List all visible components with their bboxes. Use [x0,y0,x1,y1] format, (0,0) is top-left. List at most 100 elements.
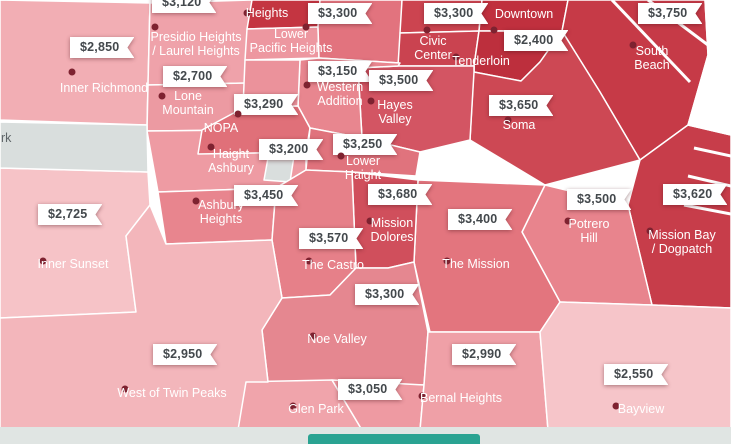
noe-valley-price-flag[interactable]: $3,300 [355,284,419,305]
teal-bar [308,434,480,444]
pacific-heights-label: Heights [245,6,289,20]
inner-richmond-price-flag[interactable]: $2,850 [70,37,134,58]
nopa-price: $3,290 [234,94,298,115]
inner-richmond-marker-dot [68,68,76,76]
inner-sunset-price: $2,725 [38,204,102,225]
west-of-twin-peaks-marker-dot [121,385,129,393]
mission-bay-dogpatch-price: $3,620 [663,184,727,205]
lower-haight-price: $3,250 [333,134,397,155]
bernal-heights-label: Bernal Heights [420,391,502,405]
inner-sunset-price-flag[interactable]: $2,725 [38,204,102,225]
bernal-heights-marker-dot [418,392,426,400]
bayview-price-flag[interactable]: $2,550 [604,364,668,385]
presidio-heights-laurel-heights-price: $3,120 [152,0,216,13]
lower-haight-marker-dot [337,152,345,160]
presidio-heights-laurel-heights-marker-dot [151,23,159,31]
noe-valley-price: $3,300 [355,284,419,305]
bernal-heights-price-flag[interactable]: $2,990 [452,344,516,365]
civic-center-label: Civic Center [414,34,452,62]
lone-mountain-label: Lone Mountain [162,89,214,117]
glen-park-price: $3,050 [338,379,402,400]
south-beach-marker-dot [629,41,637,49]
civic-center-price-flag[interactable]: $3,300 [424,3,488,24]
glen-park-marker-dot [289,402,297,410]
region-soma[interactable] [469,30,641,186]
lower-haight-label: Lower Haight [344,154,382,182]
west-of-twin-peaks-price-flag[interactable]: $2,950 [153,344,217,365]
tenderloin-marker-dot [452,53,460,61]
bayview-marker-dot [612,402,620,410]
potrero-hill-price-flag[interactable]: $3,500 [567,189,631,210]
mission-bay-dogpatch-label: Mission Bay / Dogpatch [648,228,716,256]
pier-water-line-2 [693,146,731,158]
bayview-label: Bayview [617,402,665,416]
tenderloin-label: Tenderloin [452,54,510,68]
inner-richmond-price: $2,850 [70,37,134,58]
soma-price-flag[interactable]: $3,650 [489,95,553,116]
western-addition-marker-dot [303,81,311,89]
ashbury-heights-marker-dot [192,197,200,205]
inner-sunset-marker-dot [39,257,47,265]
hayes-valley-price-flag[interactable]: $3,500 [369,70,433,91]
downtown-price: $2,400 [504,30,568,51]
region-inner-richmond[interactable] [0,0,151,126]
mission-dolores-price-flag[interactable]: $3,680 [368,184,432,205]
soma-label: Soma [502,118,536,132]
south-beach-price-flag[interactable]: $3,750 [638,3,702,24]
lower-pacific-heights-label: Lower Pacific Heights [249,27,333,55]
potrero-hill-label: Potrero Hill [568,217,610,245]
region-golden-gate-park[interactable] [0,121,149,173]
lower-pacific-heights-price: $3,300 [308,3,372,24]
western-addition-price-flag[interactable]: $3,150 [308,61,372,82]
west-of-twin-peaks-price: $2,950 [153,344,217,365]
pier-water-line-0 [610,0,692,84]
south-beach-label: South Beach [634,44,670,72]
glen-park-price-flag[interactable]: $3,050 [338,379,402,400]
the-mission-label: The Mission [442,257,510,271]
ashbury-heights-label: Ashbury Heights [198,198,244,226]
pier-water-line-4 [683,203,731,216]
presidio-heights-laurel-heights-label: Presidio Heights / Laurel Heights [150,30,242,58]
mission-dolores-price: $3,680 [368,184,432,205]
haight-ashbury-price: $3,200 [259,139,323,160]
the-mission-price-flag[interactable]: $3,400 [448,209,512,230]
haight-ashbury-marker-dot [207,143,215,151]
glen-park-label: Glen Park [288,402,344,416]
south-beach-price: $3,750 [638,3,702,24]
lower-pacific-heights-price-flag[interactable]: $3,300 [308,3,372,24]
western-addition-price: $3,150 [308,61,372,82]
hayes-valley-label: Hayes Valley [377,98,413,126]
nopa-price-flag[interactable]: $3,290 [234,94,298,115]
western-addition-label: Western Addition [316,80,364,108]
the-mission-price: $3,400 [448,209,512,230]
inner-richmond-label: Inner Richmond [59,81,149,95]
hayes-valley-price: $3,500 [369,70,433,91]
the-castro-label: The Castro [302,258,364,272]
noe-valley-marker-dot [309,332,317,340]
presidio-heights-laurel-heights-price-flag[interactable]: $3,120 [152,0,216,13]
lower-haight-price-flag[interactable]: $3,250 [333,134,397,155]
nopa-label: NOPA [203,121,239,135]
ashbury-heights-price: $3,450 [234,185,298,206]
downtown-marker-dot [490,26,498,34]
soma-price: $3,650 [489,95,553,116]
lone-mountain-price: $2,700 [163,66,227,87]
lone-mountain-price-flag[interactable]: $2,700 [163,66,227,87]
mission-bay-dogpatch-price-flag[interactable]: $3,620 [663,184,727,205]
noe-valley-label: Noe Valley [307,332,367,346]
lone-mountain-marker-dot [158,92,166,100]
mission-dolores-label: Mission Dolores [370,216,414,244]
bayview-price: $2,550 [604,364,668,385]
the-castro-price-flag[interactable]: $3,570 [299,228,363,249]
west-of-twin-peaks-label: West of Twin Peaks [117,386,227,400]
nopa-marker-dot [234,110,242,118]
ashbury-heights-price-flag[interactable]: $3,450 [234,185,298,206]
civic-center-price: $3,300 [424,3,488,24]
downtown-price-flag[interactable]: $2,400 [504,30,568,51]
downtown-label: Downtown [494,7,554,21]
civic-center-marker-dot [423,26,431,34]
haight-ashbury-price-flag[interactable]: $3,200 [259,139,323,160]
mission-dolores-marker-dot [366,217,374,225]
